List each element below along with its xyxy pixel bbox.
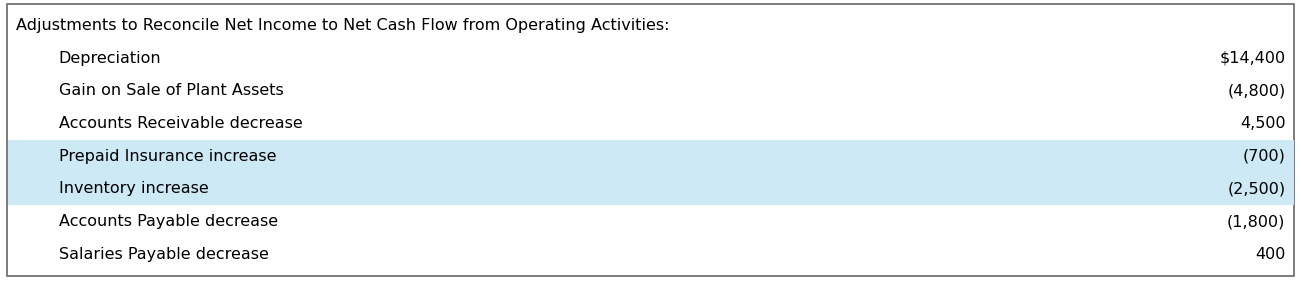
Text: Gain on Sale of Plant Assets: Gain on Sale of Plant Assets: [59, 83, 284, 98]
Text: Prepaid Insurance increase: Prepaid Insurance increase: [59, 149, 276, 164]
FancyBboxPatch shape: [8, 140, 1294, 173]
Text: 400: 400: [1255, 247, 1285, 262]
Text: 4,500: 4,500: [1240, 116, 1285, 131]
Text: Inventory increase: Inventory increase: [59, 181, 208, 197]
Text: Salaries Payable decrease: Salaries Payable decrease: [59, 247, 268, 262]
Text: Adjustments to Reconcile Net Income to Net Cash Flow from Operating Activities:: Adjustments to Reconcile Net Income to N…: [16, 18, 669, 33]
FancyBboxPatch shape: [8, 173, 1294, 205]
Text: (2,500): (2,500): [1227, 181, 1285, 197]
Text: (700): (700): [1242, 149, 1285, 164]
Text: $14,400: $14,400: [1219, 50, 1285, 66]
Text: (1,800): (1,800): [1227, 214, 1285, 229]
Text: Accounts Receivable decrease: Accounts Receivable decrease: [59, 116, 302, 131]
Text: Depreciation: Depreciation: [59, 50, 161, 66]
FancyBboxPatch shape: [7, 4, 1294, 276]
Text: Accounts Payable decrease: Accounts Payable decrease: [59, 214, 277, 229]
Text: (4,800): (4,800): [1227, 83, 1285, 98]
